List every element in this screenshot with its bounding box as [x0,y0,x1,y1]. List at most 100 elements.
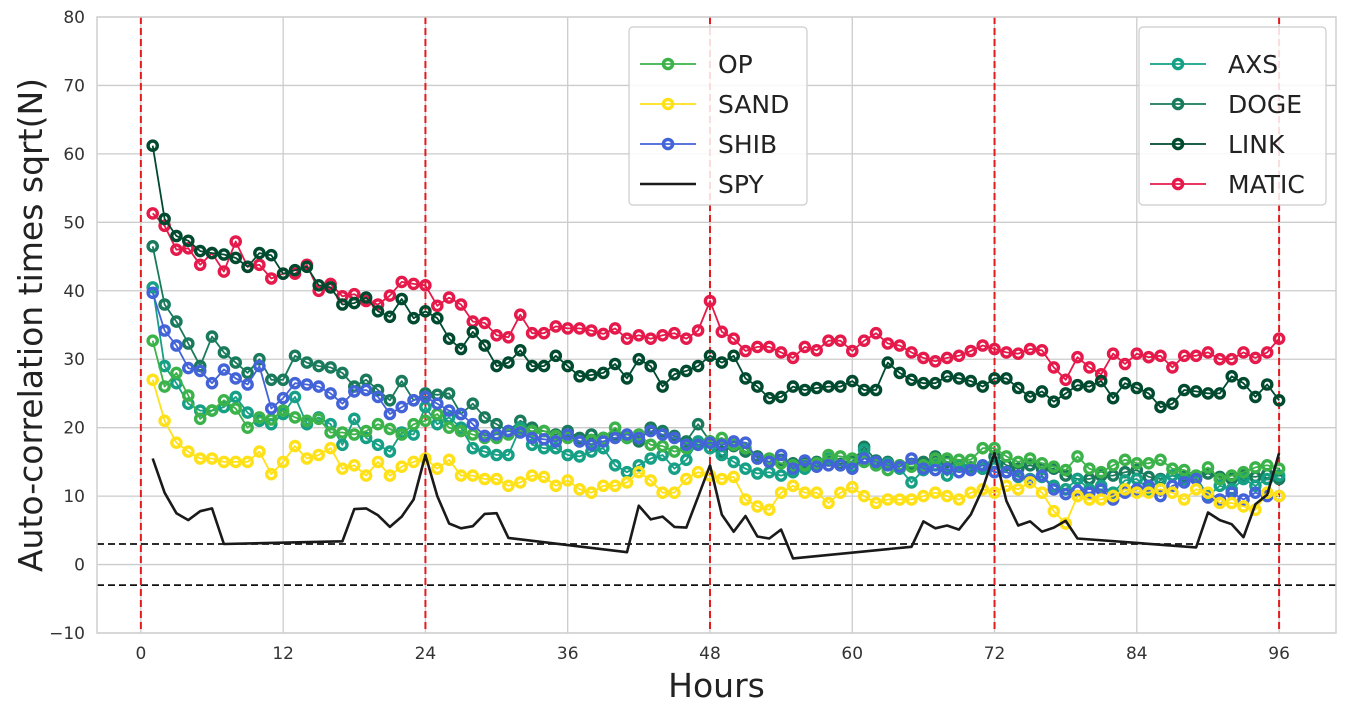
y-tick-label: 60 [63,145,85,165]
data-point [1249,486,1262,500]
data-point [786,351,800,365]
data-point [525,424,539,438]
data-point [798,383,812,397]
data-point [917,351,930,365]
data-point [181,445,195,458]
data-point [264,413,278,426]
data-point [1177,383,1191,397]
data-point [146,281,159,294]
data-point [1023,342,1037,356]
data-point [597,366,610,380]
data-point [549,320,563,333]
legend-swatch-marker [661,97,675,111]
data-point [478,339,492,352]
data-point [1272,469,1286,482]
data-point [1035,456,1049,470]
data-point [324,387,337,400]
data-point [715,325,729,339]
data-point [573,369,586,383]
data-point [774,486,788,500]
legend-swatch-marker [1171,57,1185,71]
data-point [383,310,397,324]
data-point [632,458,646,472]
data-point [857,452,871,465]
data-point [478,445,492,458]
data-point [905,476,918,489]
data-point [264,373,278,387]
data-point [217,393,231,407]
legend-item-op: OP [640,50,753,79]
data-point [739,462,752,476]
data-point [276,267,290,281]
legend-item-link: LINK [1150,130,1285,159]
data-point [442,332,456,346]
data-point [964,374,978,388]
data-point [454,342,468,356]
data-point [1249,479,1262,493]
y-tick-label: 80 [63,8,85,28]
data-point [502,356,515,369]
data-point [929,354,942,368]
data-point [573,322,586,335]
data-point [324,441,337,455]
data-point [1071,472,1084,486]
data-point [573,450,586,463]
y-tick-label: 0 [74,556,85,576]
data-point [1142,486,1155,500]
data-point [668,445,681,458]
data-point [585,445,598,458]
data-point [514,476,527,489]
data-point [917,489,930,503]
data-point [371,390,385,404]
x-tick-label: 12 [272,644,294,664]
data-point [846,374,859,388]
data-point [1237,376,1250,390]
data-point [478,472,492,486]
data-point [395,460,409,474]
data-point [253,411,266,424]
legend-label: AXS [1228,50,1278,79]
data-point [1130,347,1144,361]
data-point [786,380,800,393]
plot-frame [96,16,1337,634]
data-point [751,500,764,513]
data-point [1106,391,1120,405]
series-line [152,212,1280,381]
data-point [490,448,503,462]
data-point [597,435,610,448]
data-point [264,248,278,262]
data-point [1201,387,1215,400]
data-point [407,311,420,325]
data-point [359,469,373,482]
data-point [751,340,764,354]
data-point [193,258,207,272]
data-point [241,455,254,469]
legend-item-matic: MATIC [1150,170,1305,199]
data-point [324,361,337,374]
data-point [893,460,907,474]
data-point [1166,397,1179,411]
legend-box [628,26,808,206]
legend-label: OP [718,50,753,79]
data-point [727,435,741,448]
data-point [893,493,907,506]
data-point [668,431,681,445]
data-point [288,390,302,404]
legend-item-axs: AXS [1150,50,1278,79]
data-point [691,465,705,479]
data-point [430,311,444,325]
data-point [739,344,752,358]
data-point [1059,463,1072,477]
data-point [869,496,883,510]
data-point [644,332,658,346]
data-point [727,349,741,363]
data-point [1047,361,1061,374]
data-point [608,357,622,371]
data-point [253,359,266,373]
data-point [146,334,159,348]
data-point [1201,461,1215,474]
data-point [585,438,598,452]
data-point [146,373,159,387]
data-point [632,328,646,342]
data-point [929,376,942,390]
